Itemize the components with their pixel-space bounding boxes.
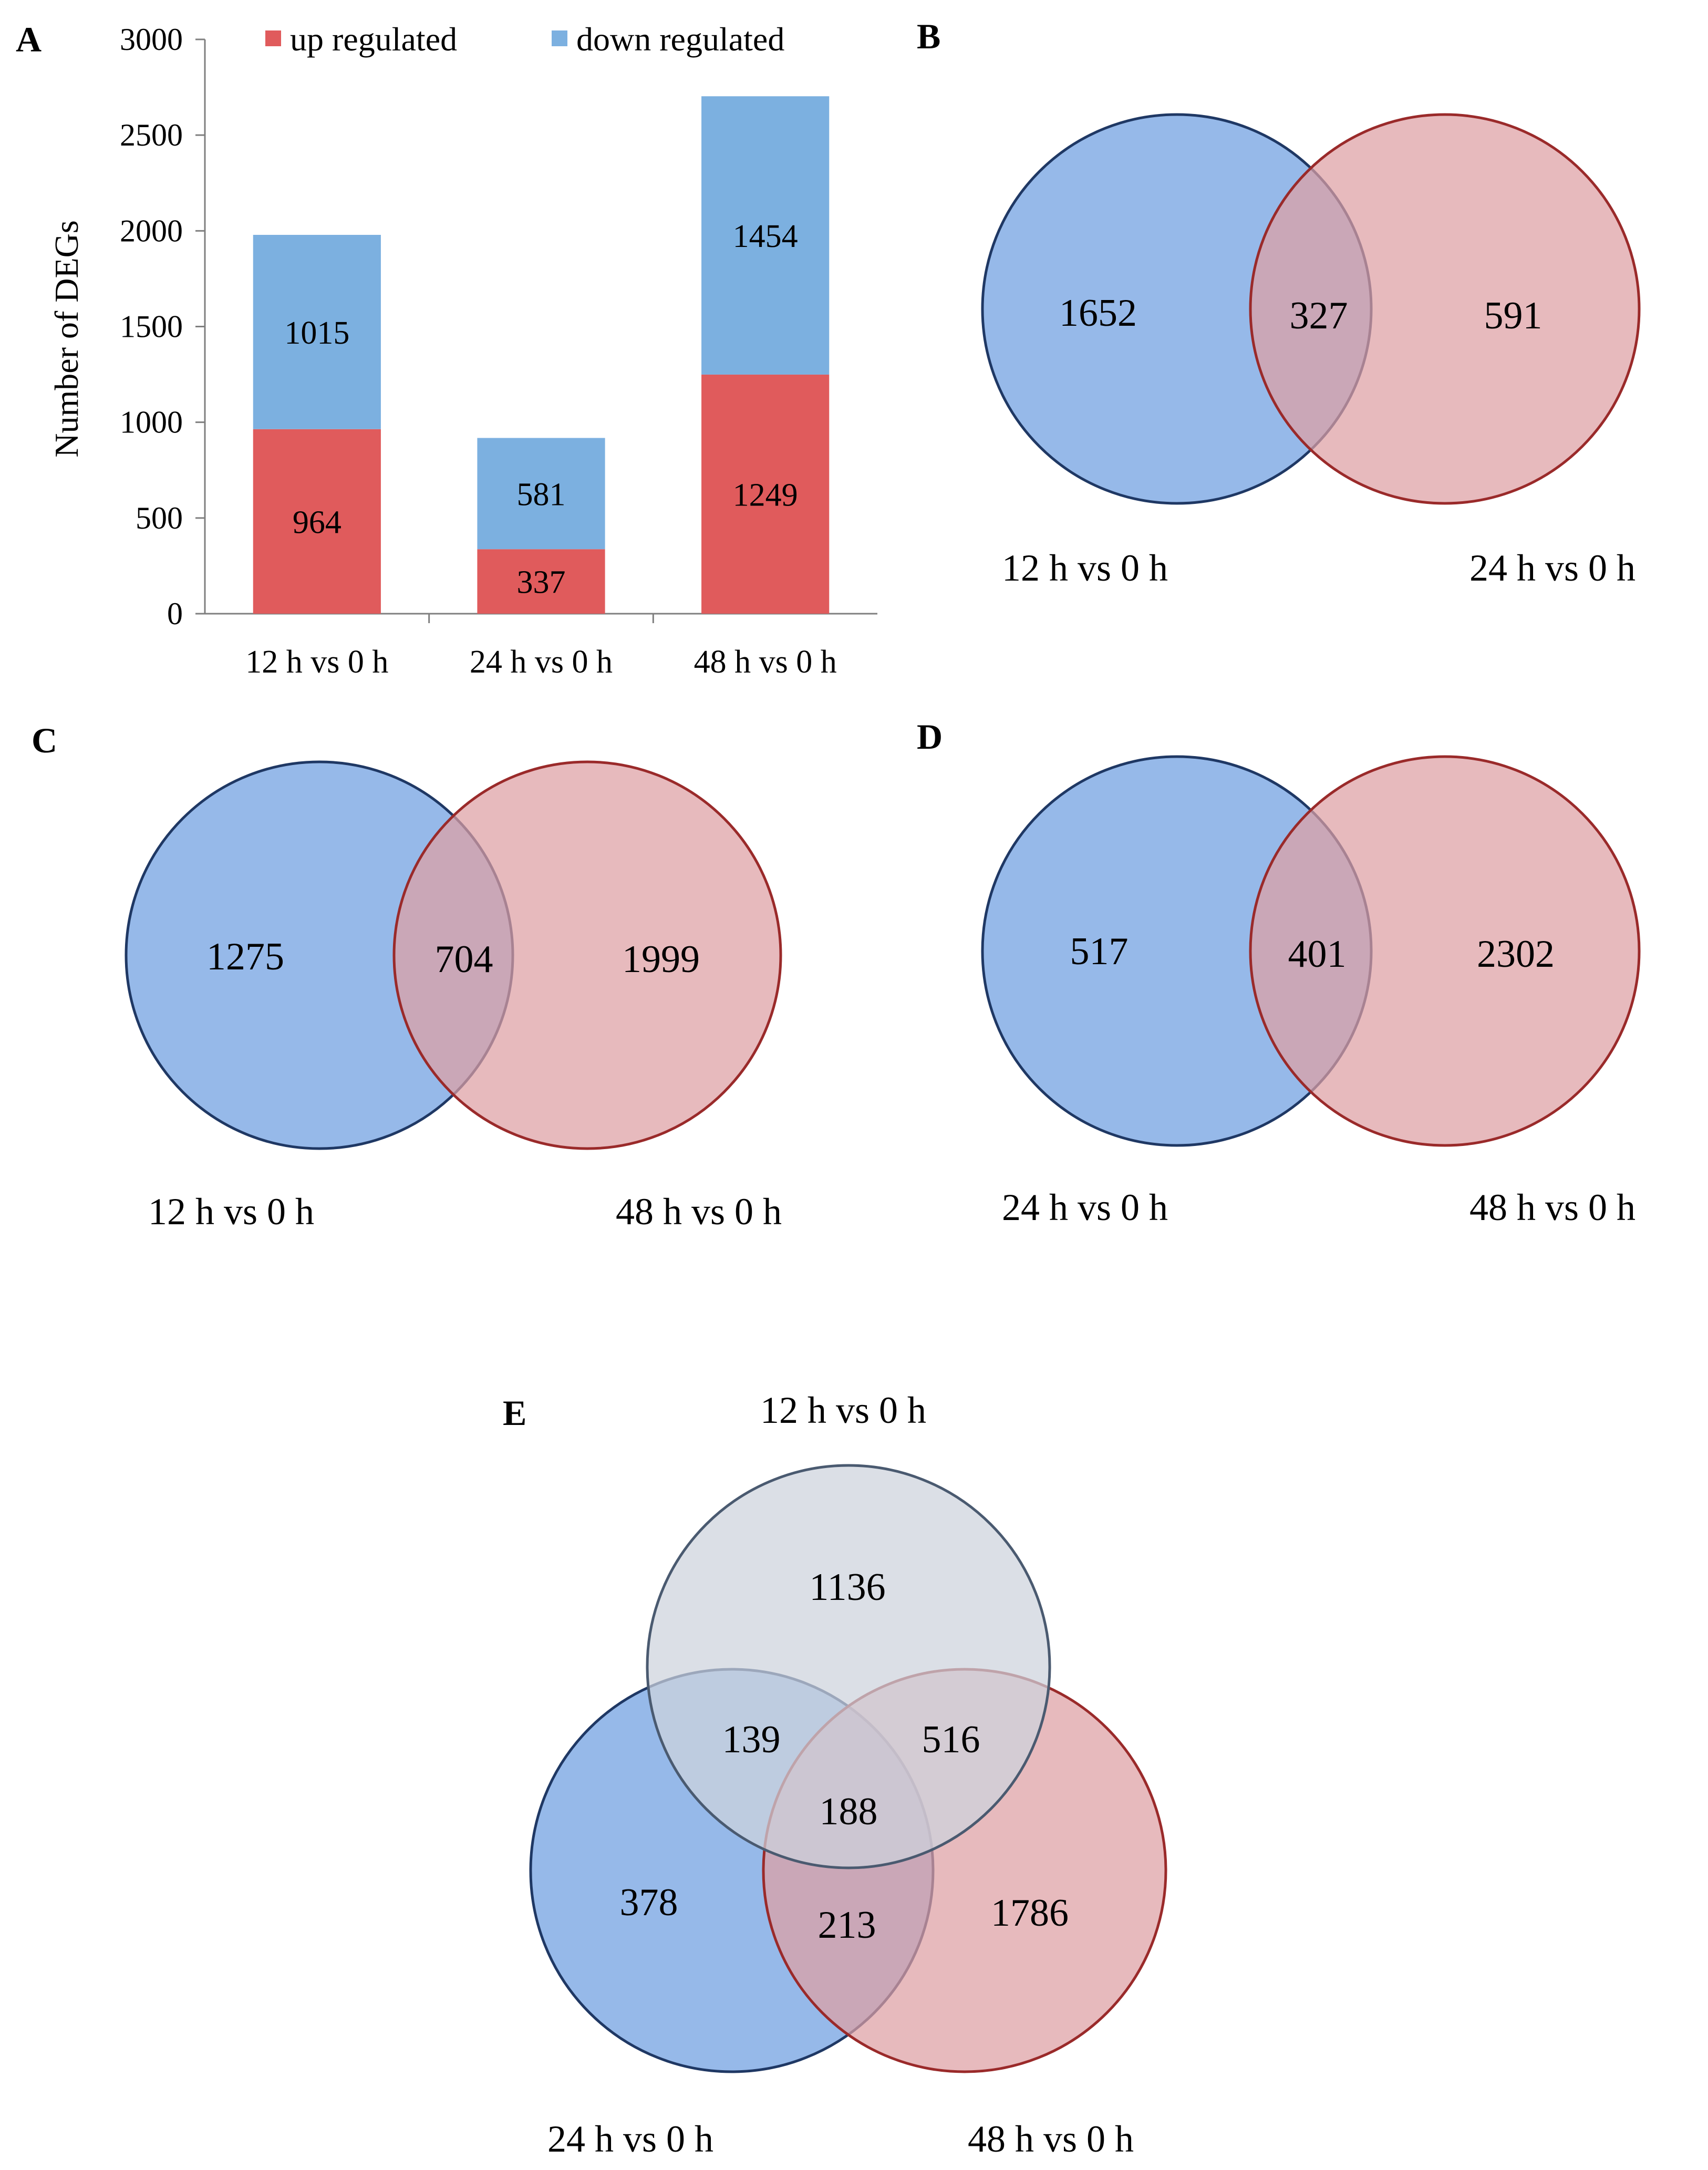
x-category-label: 24 h vs 0 h: [470, 644, 613, 680]
venn-b-only-2: 591: [1484, 294, 1543, 337]
y-tick-label: 2500: [120, 118, 183, 152]
venn-c-only-1: 1275: [206, 935, 284, 978]
data-label-down-1: 1015: [284, 315, 349, 351]
y-axis-title: Number of DEGs: [48, 220, 85, 457]
panel-label-d: D: [917, 717, 943, 757]
y-axis: 0 500 1000 1500 2000 2500 3000: [120, 22, 206, 631]
y-tick-label: 0: [167, 596, 183, 631]
venn-b-both: 327: [1290, 294, 1348, 337]
venn-e-12h-24h: 139: [722, 1718, 781, 1761]
bar-down-2: [477, 438, 605, 550]
venn-c-both: 704: [435, 938, 493, 981]
panel-a-bar-chart: A up regulated down regulated Number of …: [16, 19, 877, 680]
venn-e-circle-12h: [646, 1464, 1051, 1869]
venn-e-12h-48h: 516: [922, 1718, 980, 1761]
panel-label-a: A: [16, 19, 42, 59]
data-label-down-2: 581: [517, 477, 566, 512]
bar-down-1: [253, 234, 381, 429]
data-label-down-3: 1454: [733, 219, 798, 254]
venn-e-all: 188: [820, 1790, 878, 1833]
venn-e-set-label-24h: 24 h vs 0 h: [547, 2118, 713, 2160]
panel-b-venn: B 1652 327 591 12 h vs 0 h 24 h vs 0 h: [917, 16, 1641, 589]
data-label-up-3: 1249: [733, 477, 798, 513]
panel-label-b: B: [917, 16, 940, 56]
x-axis: 12 h vs 0 h 24 h vs 0 h 48 h vs 0 h: [205, 613, 877, 680]
venn-d-set-label-2: 48 h vs 0 h: [1469, 1186, 1635, 1228]
y-tick-label: 3000: [120, 22, 183, 57]
venn-c-circle-2: [392, 760, 782, 1150]
data-label-up-2: 337: [517, 565, 566, 601]
bar-down-3: [701, 96, 830, 375]
y-tick-label: 1000: [120, 405, 183, 440]
legend-swatch-up: [265, 30, 281, 46]
venn-d-circle-2: [1249, 755, 1641, 1147]
x-category-label: 12 h vs 0 h: [245, 644, 388, 680]
panel-label-c: C: [32, 720, 57, 760]
venn-e-only-12h: 1136: [809, 1566, 885, 1609]
legend-swatch-down: [552, 30, 567, 46]
legend-label-up: up regulated: [290, 20, 457, 58]
y-tick-label: 2000: [120, 213, 183, 248]
panel-label-e: E: [503, 1393, 526, 1433]
venn-e-24h-48h: 213: [818, 1904, 876, 1947]
venn-b-circle-2: [1249, 113, 1641, 505]
bar-up-1: [253, 429, 381, 614]
venn-c-only-2: 1999: [622, 938, 700, 981]
venn-c-set-label-2: 48 h vs 0 h: [616, 1191, 782, 1233]
x-category-label: 48 h vs 0 h: [694, 644, 837, 680]
bars: 964 1015 337 581 1249 1454: [253, 96, 830, 614]
venn-e-only-48h: 1786: [991, 1892, 1069, 1935]
venn-b-set-label-1: 12 h vs 0 h: [1002, 547, 1168, 589]
y-tick-label: 500: [136, 501, 183, 535]
bar-up-3: [701, 374, 830, 614]
panel-e-venn: E 12 h vs 0 h 1136 139 516 188 378 213 1…: [503, 1389, 1167, 2160]
venn-d-only-2: 2302: [1477, 933, 1555, 976]
venn-d-only-1: 517: [1070, 930, 1129, 973]
venn-d-set-label-1: 24 h vs 0 h: [1002, 1186, 1168, 1228]
y-tick-label: 1500: [120, 309, 183, 344]
venn-b-set-label-2: 24 h vs 0 h: [1469, 547, 1635, 589]
venn-b-only-1: 1652: [1059, 292, 1137, 335]
venn-e-set-label-12h: 12 h vs 0 h: [760, 1389, 926, 1431]
venn-c-set-label-1: 12 h vs 0 h: [148, 1191, 314, 1233]
venn-d-both: 401: [1288, 933, 1347, 976]
panel-c-venn: C 1275 704 1999 12 h vs 0 h 48 h vs 0 h: [32, 720, 782, 1233]
legend-label-down: down regulated: [576, 20, 784, 58]
venn-e-only-24h: 378: [620, 1881, 678, 1924]
panel-d-venn: D 517 401 2302 24 h vs 0 h 48 h vs 0 h: [917, 717, 1641, 1228]
legend: up regulated down regulated: [265, 20, 784, 58]
bar-up-2: [477, 549, 605, 614]
venn-e-set-label-48h: 48 h vs 0 h: [968, 2118, 1134, 2160]
data-label-up-1: 964: [293, 504, 341, 540]
